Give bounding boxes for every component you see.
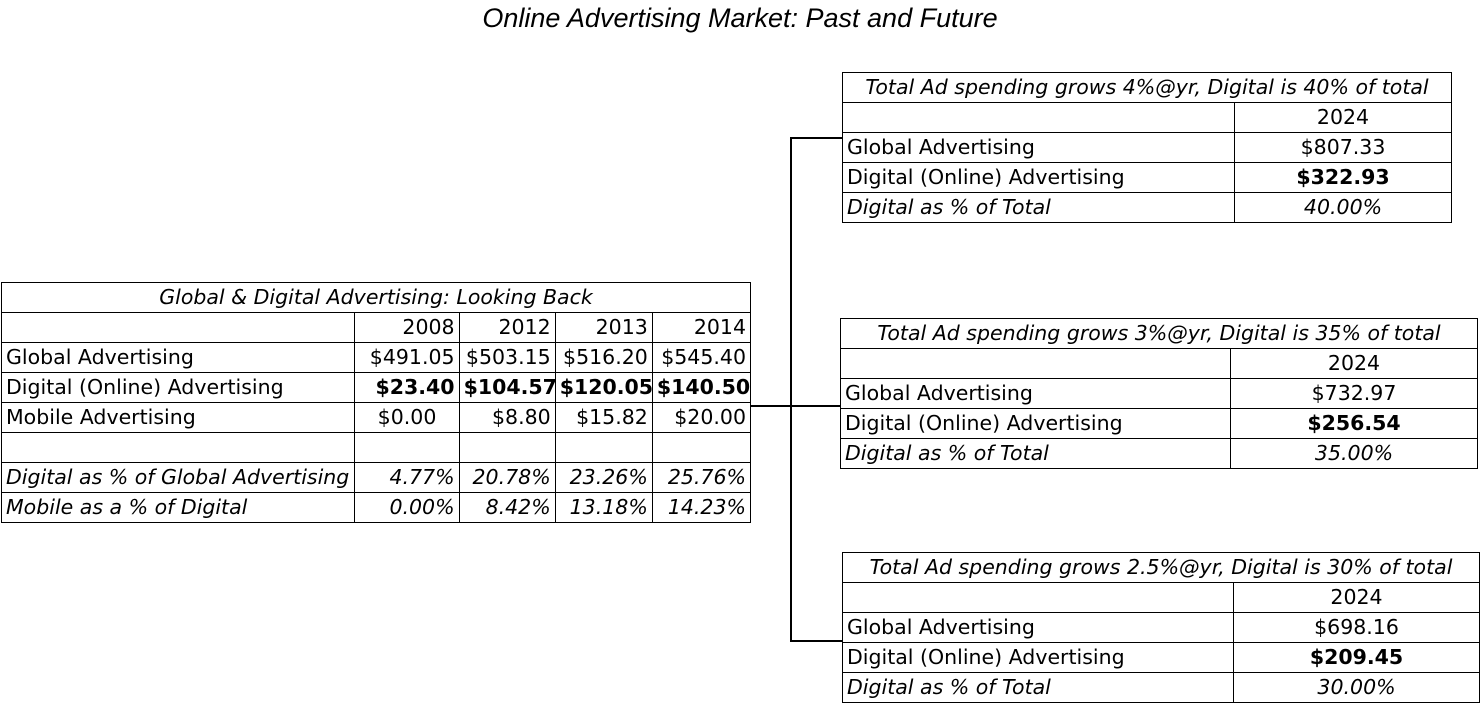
year-header: 2024 bbox=[1233, 102, 1453, 133]
row-label: Digital (Online) Advertising bbox=[842, 162, 1235, 193]
connector-line bbox=[790, 405, 840, 407]
empty-cell bbox=[0, 432, 356, 463]
history-table: Global & Digital Advertising: Looking Ba… bbox=[0, 282, 752, 523]
table-row: Global Advertising $807.33 bbox=[842, 132, 1453, 163]
scenario-table: Total Ad spending grows 3%@yr, Digital i… bbox=[839, 318, 1479, 469]
value-cell: $8.80 bbox=[458, 402, 556, 433]
year-header: 2024 bbox=[1229, 348, 1479, 379]
value-cell: 35.00% bbox=[1229, 438, 1479, 469]
row-label: Digital as % of Total bbox=[842, 672, 1234, 703]
value-cell: 20.78% bbox=[458, 462, 556, 493]
value-cell: 14.23% bbox=[651, 492, 752, 523]
scenario-caption-row: Total Ad spending grows 2.5%@yr, Digital… bbox=[841, 552, 1480, 583]
row-label: Digital as % of Total bbox=[842, 192, 1235, 223]
table-row: Digital as % of Total 30.00% bbox=[842, 672, 1480, 703]
table-row: Mobile Advertising $0.00 $8.80 $15.82 $2… bbox=[0, 402, 752, 433]
scenario-table: Total Ad spending grows 4%@yr, Digital i… bbox=[841, 72, 1453, 223]
empty-cell bbox=[840, 348, 1231, 379]
year-header: 2014 bbox=[651, 312, 752, 343]
table-row: Digital as % of Global Advertising 4.77%… bbox=[0, 462, 752, 493]
year-header: 2013 bbox=[554, 312, 653, 343]
value-cell: $807.33 bbox=[1233, 132, 1453, 163]
table-row: Mobile as a % of Digital 0.00% 8.42% 13.… bbox=[0, 492, 752, 523]
table-row: Digital (Online) Advertising $256.54 bbox=[840, 408, 1479, 439]
row-label: Digital as % of Total bbox=[840, 438, 1231, 469]
value-cell: $209.45 bbox=[1232, 642, 1480, 673]
row-label: Digital (Online) Advertising bbox=[0, 372, 356, 403]
value-cell: $491.05 bbox=[354, 342, 460, 373]
value-cell: $0.00 bbox=[354, 402, 460, 433]
row-label: Global Advertising bbox=[842, 612, 1234, 643]
value-cell: $732.97 bbox=[1229, 378, 1479, 409]
row-label: Digital (Online) Advertising bbox=[840, 408, 1231, 439]
table-row: Digital as % of Total 40.00% bbox=[842, 192, 1453, 223]
row-label: Global Advertising bbox=[840, 378, 1231, 409]
value-cell: $20.00 bbox=[651, 402, 752, 433]
connector-line bbox=[751, 405, 791, 407]
value-cell: $23.40 bbox=[354, 372, 460, 403]
row-label: Global Advertising bbox=[842, 132, 1235, 163]
scenario-year-row: 2024 bbox=[842, 102, 1453, 133]
empty-cell bbox=[651, 432, 752, 463]
value-cell: 25.76% bbox=[651, 462, 752, 493]
value-cell: $503.15 bbox=[458, 342, 556, 373]
value-cell: $322.93 bbox=[1233, 162, 1453, 193]
connector-line bbox=[790, 137, 842, 139]
value-cell: 23.26% bbox=[554, 462, 653, 493]
scenario-caption-row: Total Ad spending grows 4%@yr, Digital i… bbox=[841, 72, 1453, 103]
empty-cell bbox=[554, 432, 653, 463]
table-row: Digital as % of Total 35.00% bbox=[840, 438, 1479, 469]
value-cell: $140.50 bbox=[651, 372, 752, 403]
table-row: Digital (Online) Advertising $209.45 bbox=[842, 642, 1480, 673]
row-label: Mobile as a % of Digital bbox=[0, 492, 356, 523]
empty-row bbox=[0, 432, 752, 463]
value-cell: 4.77% bbox=[354, 462, 460, 493]
empty-cell bbox=[458, 432, 556, 463]
year-header: 2024 bbox=[1232, 582, 1480, 613]
year-header: 2012 bbox=[458, 312, 556, 343]
empty-cell bbox=[354, 432, 460, 463]
value-cell: $120.05 bbox=[554, 372, 653, 403]
empty-cell bbox=[842, 102, 1235, 133]
connector-line bbox=[790, 137, 792, 642]
table-row: Global Advertising $732.97 bbox=[840, 378, 1479, 409]
scenario-table: Total Ad spending grows 2.5%@yr, Digital… bbox=[841, 552, 1480, 703]
table-row: Digital (Online) Advertising $23.40 $104… bbox=[0, 372, 752, 403]
history-caption: Global & Digital Advertising: Looking Ba… bbox=[1, 282, 751, 313]
scenario-caption: Total Ad spending grows 2.5%@yr, Digital… bbox=[841, 552, 1480, 583]
scenario-caption: Total Ad spending grows 3%@yr, Digital i… bbox=[839, 318, 1479, 349]
value-cell: $256.54 bbox=[1229, 408, 1479, 439]
history-caption-row: Global & Digital Advertising: Looking Ba… bbox=[1, 282, 751, 313]
value-cell: 40.00% bbox=[1233, 192, 1453, 223]
empty-cell bbox=[842, 582, 1234, 613]
scenario-year-row: 2024 bbox=[842, 582, 1480, 613]
page-title: Online Advertising Market: Past and Futu… bbox=[482, 3, 998, 33]
row-label: Digital (Online) Advertising bbox=[842, 642, 1234, 673]
table-row: Digital (Online) Advertising $322.93 bbox=[842, 162, 1453, 193]
value-cell: $545.40 bbox=[651, 342, 752, 373]
scenario-caption-row: Total Ad spending grows 3%@yr, Digital i… bbox=[839, 318, 1479, 349]
empty-cell bbox=[0, 312, 356, 343]
value-cell: $698.16 bbox=[1232, 612, 1480, 643]
value-cell: 8.42% bbox=[458, 492, 556, 523]
connector-line bbox=[790, 640, 842, 642]
value-cell: 30.00% bbox=[1232, 672, 1480, 703]
scenario-caption: Total Ad spending grows 4%@yr, Digital i… bbox=[841, 72, 1453, 103]
scenario-year-row: 2024 bbox=[840, 348, 1479, 379]
history-year-row: 2008 2012 2013 2014 bbox=[0, 312, 752, 343]
table-row: Global Advertising $698.16 bbox=[842, 612, 1480, 643]
year-header: 2008 bbox=[354, 312, 460, 343]
row-label: Global Advertising bbox=[0, 342, 356, 373]
value-cell: 0.00% bbox=[354, 492, 460, 523]
row-label: Mobile Advertising bbox=[0, 402, 356, 433]
row-label: Digital as % of Global Advertising bbox=[0, 462, 356, 493]
value-cell: $15.82 bbox=[554, 402, 653, 433]
value-cell: $516.20 bbox=[554, 342, 653, 373]
value-cell: $104.57 bbox=[458, 372, 556, 403]
value-cell: 13.18% bbox=[554, 492, 653, 523]
table-row: Global Advertising $491.05 $503.15 $516.… bbox=[0, 342, 752, 373]
